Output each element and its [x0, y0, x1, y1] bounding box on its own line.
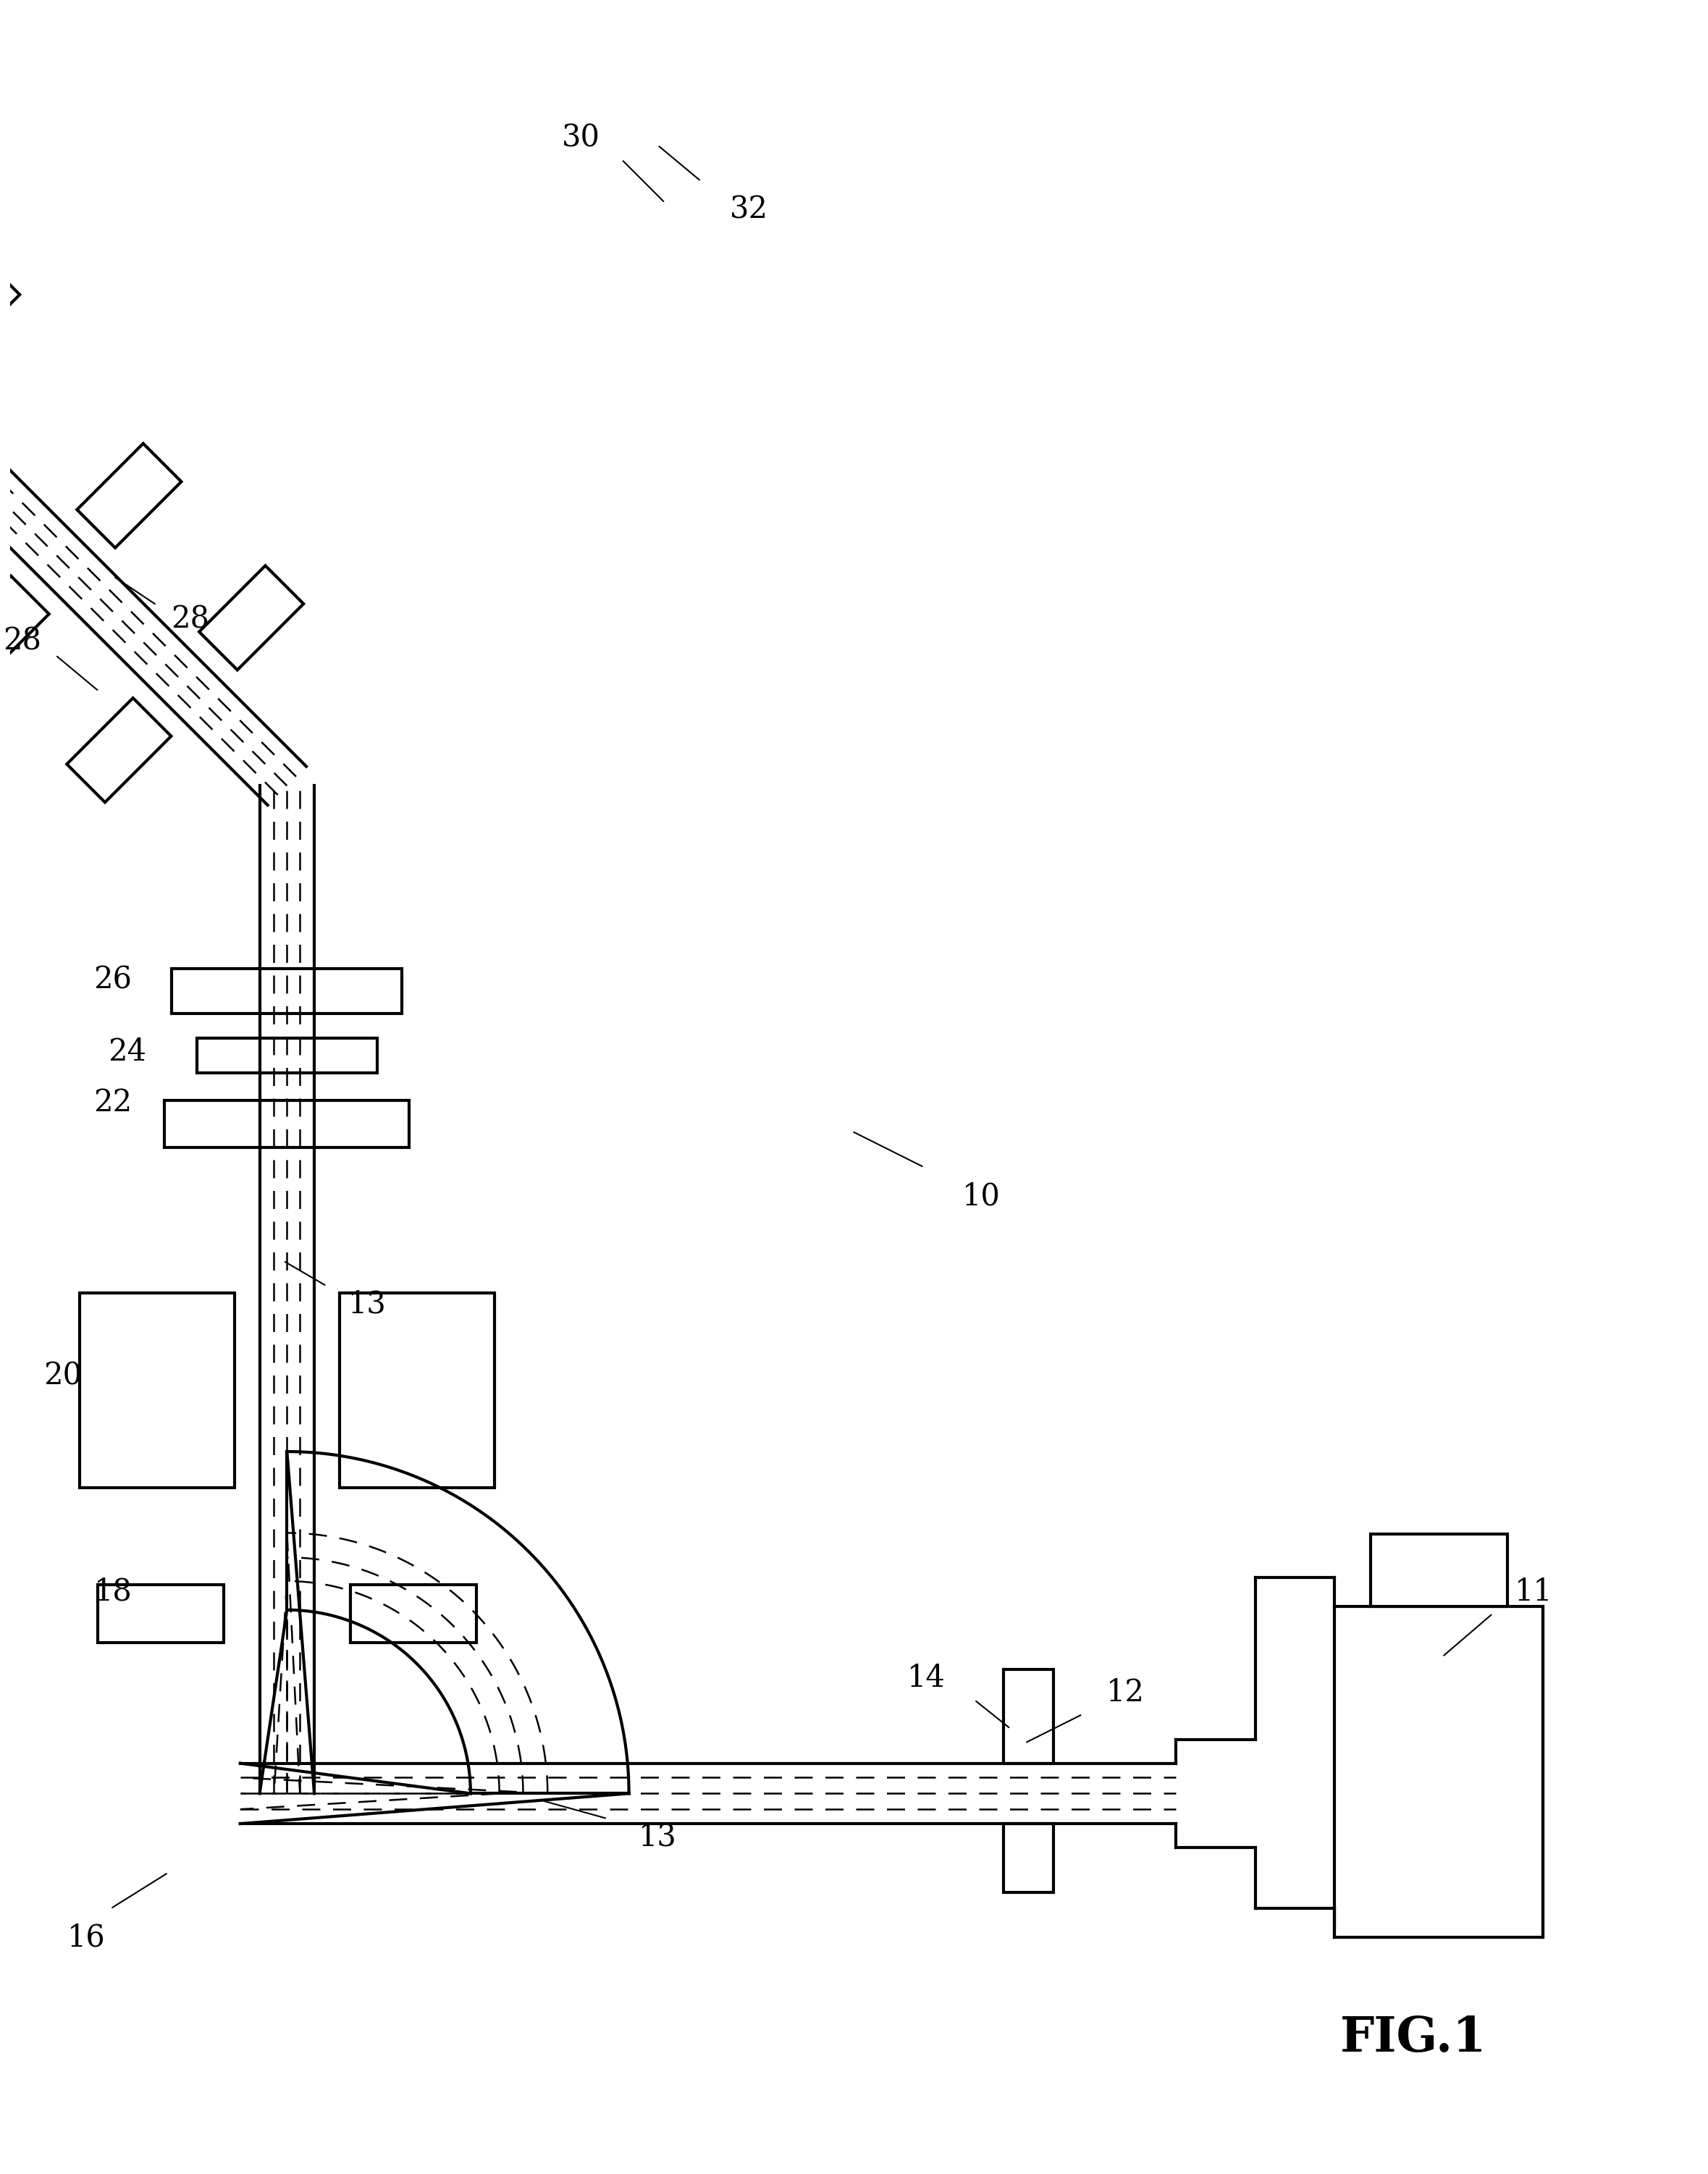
Text: 10: 10: [963, 1180, 1001, 1211]
Bar: [340, 1294, 494, 1487]
Polygon shape: [0, 576, 50, 680]
Bar: [1003, 1824, 1054, 1891]
Text: 22: 22: [94, 1087, 132, 1117]
Bar: [97, 1585, 224, 1641]
Text: 13: 13: [348, 1289, 386, 1320]
Polygon shape: [67, 698, 171, 802]
Text: 28: 28: [3, 626, 41, 657]
Text: 32: 32: [729, 196, 769, 226]
Text: 18: 18: [94, 1576, 132, 1607]
Bar: [173, 970, 401, 1013]
Bar: [350, 1585, 477, 1641]
Polygon shape: [200, 565, 304, 670]
Text: 11: 11: [1515, 1576, 1553, 1607]
Bar: [1334, 1607, 1542, 1937]
Bar: [1003, 1670, 1054, 1763]
Text: 13: 13: [639, 1822, 676, 1852]
Text: 16: 16: [67, 1922, 106, 1952]
Text: FIG.1: FIG.1: [1341, 2015, 1488, 2061]
Text: 28: 28: [171, 604, 210, 635]
Text: 24: 24: [108, 1037, 147, 1067]
Polygon shape: [0, 117, 20, 520]
Bar: [164, 1100, 410, 1148]
Text: 12: 12: [1107, 1678, 1144, 1709]
Bar: [1370, 1535, 1506, 1607]
Text: 20: 20: [43, 1361, 82, 1391]
Text: 14: 14: [907, 1663, 946, 1694]
Bar: [196, 1039, 377, 1074]
Bar: [80, 1294, 234, 1487]
Text: 26: 26: [94, 965, 132, 996]
Text: 30: 30: [562, 122, 600, 152]
Polygon shape: [77, 443, 181, 548]
